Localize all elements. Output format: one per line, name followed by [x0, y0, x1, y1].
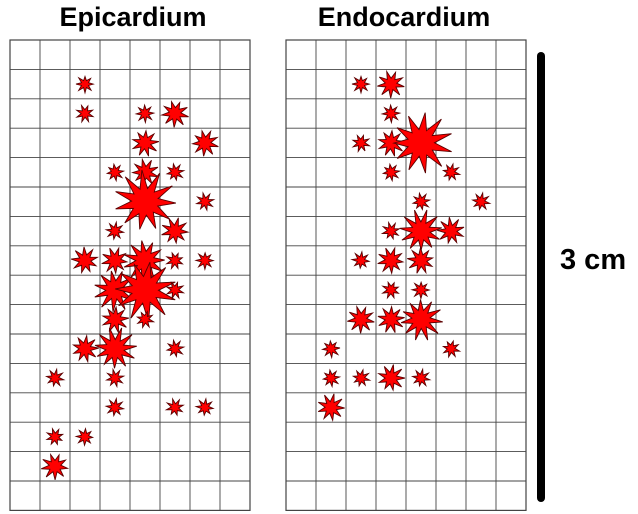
epicardium-spot-xlarge: [115, 169, 177, 230]
endocardium-spot-small: [351, 74, 371, 95]
epicardium-spot-medium: [41, 452, 70, 481]
epicardium-spot-small: [165, 338, 186, 358]
epicardium-spot-medium: [161, 217, 190, 245]
epicardium-spot-small: [104, 220, 126, 241]
epicardium-spot-small: [165, 281, 186, 300]
endocardium-spot-small: [351, 134, 372, 154]
epicardium-spot-small: [104, 396, 126, 418]
endocardium-spot-small: [410, 367, 432, 388]
endocardium-spot-small: [381, 162, 402, 183]
endocardium-spot-medium: [347, 305, 375, 334]
epicardium-spot-small: [44, 367, 66, 388]
endocardium-spot-medium: [377, 129, 406, 157]
endocardium-spot-large: [399, 209, 442, 252]
epicardium-spot-medium: [160, 100, 189, 128]
endocardium-spot-small: [471, 191, 492, 211]
epicardium-spot-medium: [71, 333, 99, 364]
epicardium-spot-medium: [70, 246, 100, 275]
endocardium-spot-small: [441, 162, 462, 182]
endocardium-spot-small: [321, 368, 342, 389]
endocardium-spot-small: [411, 191, 432, 211]
endocardium-spot-small: [350, 250, 371, 270]
epicardium-spot-small: [75, 103, 95, 124]
epicardium-spot-medium: [101, 305, 130, 333]
epicardium-spot-small: [104, 367, 126, 389]
endocardium-grid-panel: [285, 39, 527, 511]
epicardium-spot-small: [194, 191, 216, 212]
epicardium-spot-small: [194, 397, 215, 417]
endocardium-spot-medium: [317, 393, 345, 423]
epicardium-spot-small: [134, 103, 156, 125]
endocardium-spot-medium: [377, 246, 405, 276]
epicardium-spot-large: [94, 327, 137, 369]
epicardium-spot-medium: [131, 129, 160, 157]
epicardium-spot-small: [45, 427, 65, 446]
epicardium-spot-small: [135, 310, 156, 330]
endocardium-spot-small: [441, 339, 462, 359]
epicardium-title: Epicardium: [59, 2, 207, 32]
epicardium-spot-xlarge: [115, 262, 176, 322]
epicardium-spot-small: [165, 251, 184, 271]
scale-label: 3 cm: [560, 244, 627, 276]
epicardium-spot-small: [74, 427, 95, 447]
endocardium-spot-small: [320, 339, 341, 360]
epicardium-spot-small: [194, 251, 215, 272]
endocardium-spot-medium: [377, 364, 406, 392]
epicardium-spot-small: [105, 162, 126, 183]
endocardium-spot-medium: [377, 305, 405, 333]
endocardium-spot-small: [380, 103, 402, 125]
endocardium-spot-small: [410, 280, 431, 301]
epicardium-spot-large: [123, 240, 165, 283]
endocardium-title: Endocardium: [317, 2, 491, 32]
epicardium-spot-medium: [101, 246, 129, 276]
epicardium-spot-small: [164, 397, 185, 417]
epicardium-spot-small: [165, 162, 186, 182]
endocardium-spot-large: [400, 299, 443, 341]
endocardium-spot-small: [380, 220, 401, 241]
endocardium-spot-small: [381, 280, 400, 300]
scale-bar: [537, 52, 545, 502]
endocardium-spot-medium: [377, 69, 405, 99]
endocardium-spot-xlarge: [392, 112, 452, 174]
epicardium-grid-panel: [9, 39, 251, 511]
endocardium-spot-small: [351, 368, 372, 388]
epicardium-spot-medium: [190, 129, 219, 157]
epicardium-spot-small: [75, 74, 95, 95]
endocardium-spot-medium: [407, 245, 435, 275]
endocardium-spot-medium: [437, 217, 465, 245]
